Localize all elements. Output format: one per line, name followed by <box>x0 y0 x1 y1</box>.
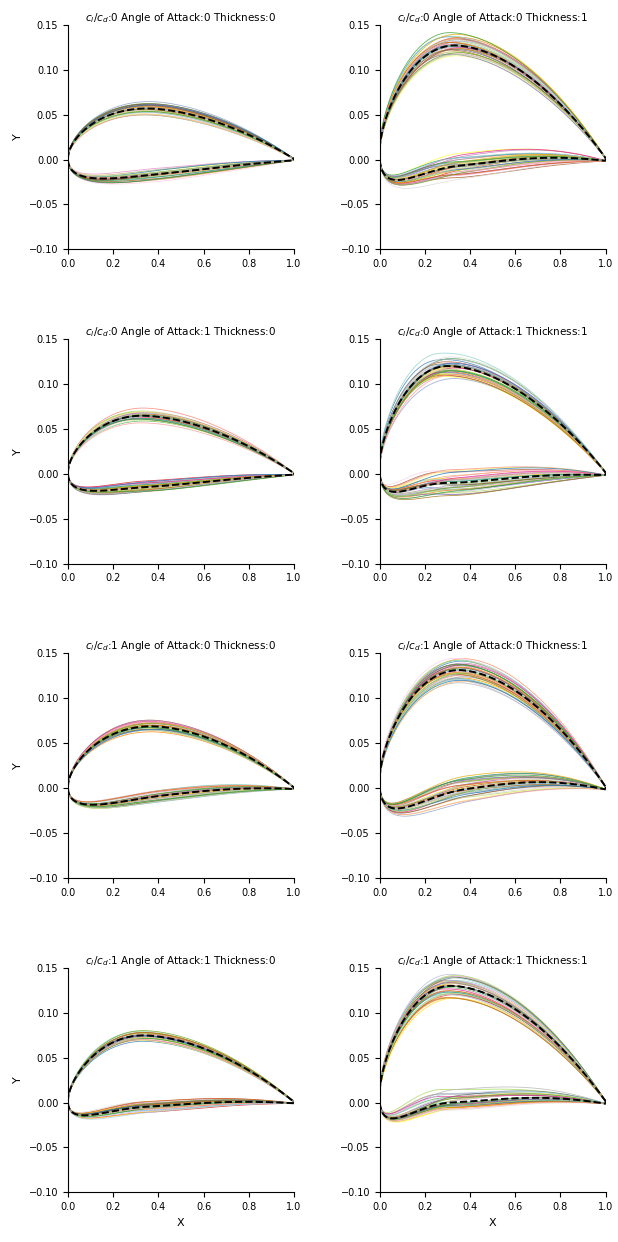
Title: $c_l/c_d$:0 Angle of Attack:0 Thickness:0: $c_l/c_d$:0 Angle of Attack:0 Thickness:… <box>85 11 276 25</box>
Title: $c_l/c_d$:1 Angle of Attack:0 Thickness:0: $c_l/c_d$:1 Angle of Attack:0 Thickness:… <box>85 640 276 653</box>
Title: $c_l/c_d$:0 Angle of Attack:0 Thickness:1: $c_l/c_d$:0 Angle of Attack:0 Thickness:… <box>397 11 588 25</box>
X-axis label: X: X <box>489 1217 496 1227</box>
Title: $c_l/c_d$:1 Angle of Attack:0 Thickness:1: $c_l/c_d$:1 Angle of Attack:0 Thickness:… <box>397 640 588 653</box>
Y-axis label: Y: Y <box>13 448 23 455</box>
X-axis label: X: X <box>177 1217 185 1227</box>
Y-axis label: Y: Y <box>13 134 23 140</box>
Title: $c_l/c_d$:0 Angle of Attack:1 Thickness:1: $c_l/c_d$:0 Angle of Attack:1 Thickness:… <box>397 325 588 339</box>
Y-axis label: Y: Y <box>13 763 23 769</box>
Y-axis label: Y: Y <box>13 1077 23 1083</box>
Title: $c_l/c_d$:1 Angle of Attack:1 Thickness:0: $c_l/c_d$:1 Angle of Attack:1 Thickness:… <box>85 954 276 968</box>
Title: $c_l/c_d$:0 Angle of Attack:1 Thickness:0: $c_l/c_d$:0 Angle of Attack:1 Thickness:… <box>85 325 276 339</box>
Title: $c_l/c_d$:1 Angle of Attack:1 Thickness:1: $c_l/c_d$:1 Angle of Attack:1 Thickness:… <box>397 954 588 968</box>
